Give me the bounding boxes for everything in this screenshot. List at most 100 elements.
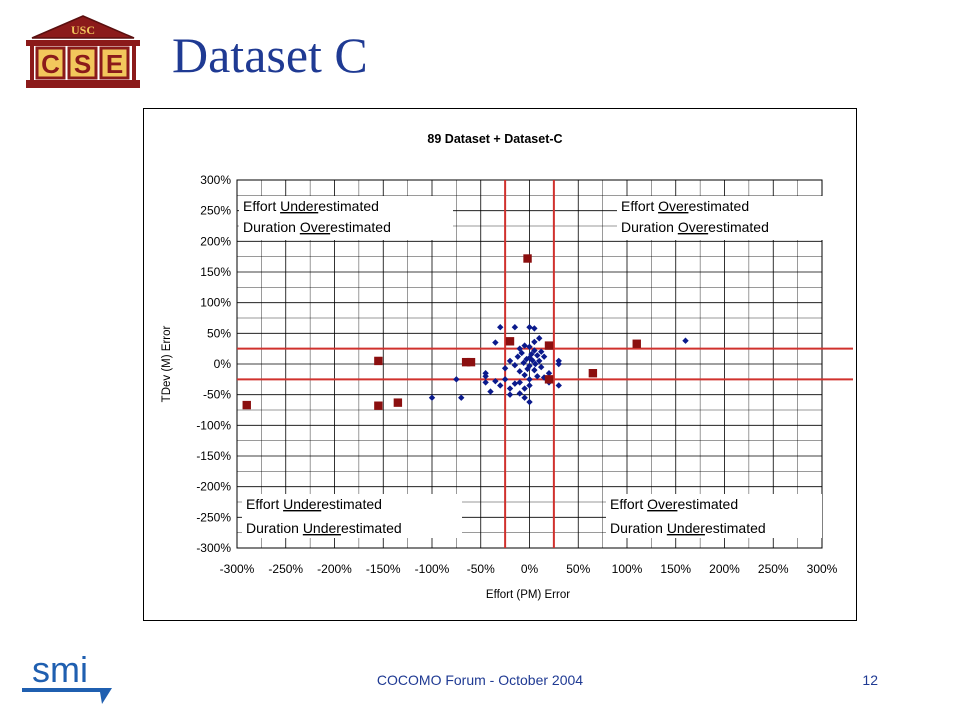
data-point-square — [374, 401, 383, 410]
x-tick-label: -250% — [268, 562, 303, 576]
y-axis-label: TDev (M) Error — [161, 326, 173, 403]
data-point-diamond — [453, 376, 460, 383]
x-tick-label: 150% — [660, 562, 691, 576]
x-tick-label: 100% — [612, 562, 643, 576]
data-point-diamond — [531, 325, 538, 332]
x-tick-label: -200% — [317, 562, 352, 576]
data-points — [242, 254, 689, 410]
y-tick-label: 100% — [200, 296, 231, 310]
data-point-diamond — [492, 377, 499, 385]
data-point-diamond — [506, 357, 514, 365]
quadrant-label-background — [617, 196, 827, 240]
chart-title: 89 Dataset + Dataset-C — [427, 132, 562, 146]
data-point-diamond — [536, 335, 543, 342]
smi-logo-text: smi — [32, 649, 88, 690]
x-tick-label: 250% — [758, 562, 789, 576]
page-number: 12 — [862, 672, 878, 688]
data-point-square — [393, 398, 403, 407]
data-point-diamond — [521, 394, 528, 401]
data-point-diamond — [555, 360, 562, 368]
quadrant-label-line: Duration Underestimated — [610, 520, 766, 536]
data-point-diamond — [501, 365, 509, 372]
x-tick-label: 200% — [709, 562, 740, 576]
data-point-diamond — [482, 373, 489, 380]
data-point-diamond — [506, 385, 514, 392]
grid-layer — [236, 179, 823, 549]
y-tick-label: 200% — [200, 234, 231, 248]
quadrant-label-background — [239, 196, 453, 240]
quadrant-label-background — [606, 494, 822, 538]
x-tick-label: -150% — [366, 562, 401, 576]
logo-top-text: USC — [71, 23, 95, 37]
quadrant-label-line: Effort Overestimated — [621, 198, 749, 214]
y-tick-label: -300% — [196, 541, 231, 555]
plot-area-border — [236, 179, 823, 549]
x-tick-label: 50% — [566, 562, 590, 576]
data-point-diamond — [532, 360, 539, 368]
data-point-diamond — [482, 379, 489, 386]
data-point-diamond — [526, 382, 533, 389]
data-point-diamond — [555, 382, 562, 389]
logo-main-text: C S E — [41, 49, 123, 79]
data-point-diamond — [516, 390, 523, 397]
footer-text: COCOMO Forum - October 2004 — [376, 672, 584, 688]
data-point-square — [461, 357, 471, 367]
y-tick-label: 0% — [214, 357, 232, 371]
data-point-diamond — [506, 391, 514, 398]
logo-letter-s: S — [74, 49, 91, 79]
data-point-diamond — [511, 380, 519, 387]
slide-title: Dataset C — [172, 27, 368, 83]
data-point-diamond — [487, 388, 494, 395]
y-tick-label: -50% — [203, 388, 231, 402]
data-point-diamond — [511, 362, 519, 369]
data-point-diamond — [526, 376, 533, 383]
x-tick-label: -50% — [467, 562, 495, 576]
data-point-diamond — [520, 359, 527, 366]
data-point-square — [374, 356, 383, 366]
data-point-diamond — [428, 394, 436, 401]
data-point-diamond — [526, 324, 533, 331]
data-point-diamond — [521, 342, 528, 349]
y-tick-label: 150% — [200, 265, 231, 279]
data-point-square — [588, 369, 598, 378]
scatter-chart: 89 Dataset + Dataset-C -300% -250% -200% -1… — [161, 132, 853, 601]
data-point-diamond — [516, 379, 523, 386]
tick-labels: -300% -250% -200% -150% -100% -50% 0% 50% 100% 15… — [196, 173, 837, 576]
data-point-diamond — [458, 394, 465, 401]
data-point-diamond — [521, 371, 528, 379]
data-point-diamond — [511, 324, 519, 331]
data-point-diamond — [492, 339, 499, 346]
quadrant-label-line: Effort Underestimated — [243, 198, 379, 214]
data-point-square — [523, 254, 532, 263]
x-tick-label: 300% — [807, 562, 838, 576]
data-point-diamond — [526, 343, 533, 351]
quadrant-label-background — [242, 494, 462, 538]
quadrant-labels: Effort Underestimated Duration Overestima… — [239, 196, 827, 538]
y-tick-label: -100% — [196, 418, 231, 432]
quadrant-label-line: Duration Overestimated — [243, 219, 391, 235]
y-tick-label: 250% — [200, 204, 231, 218]
x-tick-label: 0% — [521, 562, 539, 576]
data-point-diamond — [521, 385, 528, 392]
quadrant-label-line: Effort Underestimated — [246, 496, 382, 512]
data-point-square — [505, 337, 515, 346]
y-tick-label: 50% — [207, 326, 231, 340]
data-point-diamond — [531, 366, 538, 374]
data-point-diamond — [497, 324, 504, 331]
logo-letter-e: E — [106, 49, 123, 79]
data-point-diamond — [540, 353, 548, 360]
data-point-square — [544, 341, 554, 350]
y-tick-label: -250% — [196, 510, 231, 524]
x-tick-label: -100% — [415, 562, 450, 576]
data-point-diamond — [526, 398, 533, 406]
data-point-diamond — [538, 363, 545, 371]
data-point-square — [242, 400, 251, 410]
data-point-diamond — [545, 370, 553, 377]
data-point-diamond — [516, 368, 523, 375]
logo-letter-c: C — [41, 49, 60, 79]
data-point-diamond — [531, 338, 538, 346]
y-tick-label: -200% — [196, 480, 231, 494]
data-point-square — [544, 375, 554, 384]
data-point-diamond — [497, 382, 504, 389]
data-point-diamond — [501, 376, 509, 383]
